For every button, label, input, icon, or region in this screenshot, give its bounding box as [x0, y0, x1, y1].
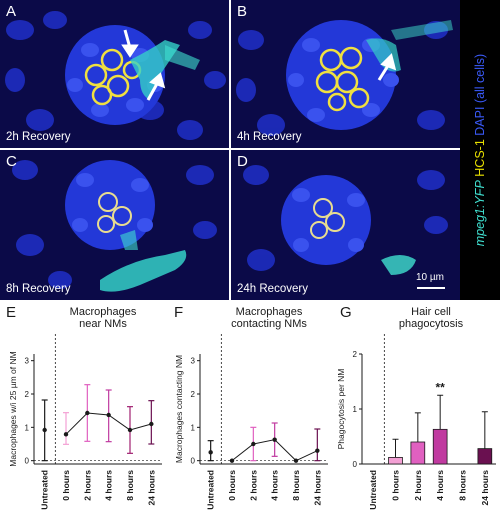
- x-tick-label: 0 hours: [61, 470, 71, 501]
- panel-caption: 4h Recovery: [237, 131, 302, 143]
- microscopy-image-b: [231, 0, 460, 148]
- y-tick-label: 2: [25, 390, 30, 399]
- microscopy-image-d: [231, 150, 460, 300]
- x-tick-label: 24 hours: [146, 470, 156, 506]
- y-tick-label: 0: [353, 460, 358, 469]
- data-point: [106, 412, 111, 418]
- data-point: [272, 437, 277, 442]
- y-tick-label: 1: [25, 423, 30, 432]
- image-panel-a: A 2h Recovery: [0, 0, 229, 148]
- x-tick-label: 4 hours: [104, 470, 114, 501]
- scale-bar: [417, 287, 445, 289]
- x-tick-label: 0 hours: [227, 470, 237, 501]
- panel-caption: 24h Recovery: [237, 283, 308, 295]
- data-point: [229, 458, 235, 463]
- x-tick-label: 8 hours: [458, 470, 468, 501]
- data-point: [42, 427, 47, 433]
- data-point: [293, 458, 299, 463]
- data-point: [251, 441, 256, 447]
- data-point: [85, 410, 90, 416]
- y-tick-label: 1: [353, 405, 358, 414]
- chart-title: Macrophages near NMs: [69, 306, 137, 330]
- significance-annotation: **: [435, 380, 445, 394]
- scale-bar-label: 10 µm: [416, 272, 444, 283]
- legend-hcs: HCS-1: [473, 139, 487, 181]
- x-tick-label: Untreated: [206, 470, 216, 510]
- chart-f: F Macrophages contacting NMs 0 1 2 3 Macroph…: [168, 302, 332, 511]
- bar: [477, 448, 493, 465]
- panel-letter: C: [6, 153, 17, 170]
- x-tick-label: 0 hours: [391, 470, 401, 501]
- chart-svg-e: 0 1 2 3 Macrophages w/i 25 µm of NM Untreated…: [8, 334, 162, 510]
- y-axis-label: Macrophages contacting NM: [174, 355, 184, 463]
- chart-e: E Macrophages near NMs 0 1 2 3 Macrophages w…: [0, 302, 166, 511]
- panel-caption: 2h Recovery: [6, 131, 71, 143]
- chart-title: Hair cell phagocytosis: [398, 306, 464, 330]
- y-axis-label: Macrophages w/i 25 µm of NM: [8, 351, 18, 466]
- x-tick-label: 4 hours: [270, 470, 280, 501]
- image-panel-c: C 8h Recovery: [0, 150, 229, 300]
- legend-mpeg: mpeg1:YFP: [473, 180, 487, 247]
- bar: [388, 456, 403, 465]
- data-point: [127, 427, 133, 433]
- x-tick-label: 2 hours: [82, 470, 92, 501]
- x-tick-label: 2 hours: [248, 470, 258, 501]
- x-tick-label: 8 hours: [125, 470, 135, 501]
- chart-letter: E: [6, 304, 17, 321]
- y-axis-label: Phagocytosis per NM: [336, 369, 346, 450]
- panel-letter: A: [6, 3, 17, 20]
- x-tick-label: 2 hours: [413, 470, 423, 501]
- chart-letter: G: [340, 304, 352, 321]
- y-tick-label: 0: [25, 457, 30, 466]
- legend-dapi: DAPI (all cells): [473, 53, 487, 140]
- image-panel-b: B 4h Recovery: [231, 0, 460, 148]
- x-tick-label: 24 hours: [480, 470, 490, 506]
- microscopy-image-c: [0, 150, 229, 300]
- chart-letter: F: [174, 304, 184, 321]
- chart-title: Macrophages contacting NMs: [231, 306, 307, 330]
- y-tick-label: 1: [191, 423, 196, 432]
- x-tick-label: Untreated: [40, 470, 50, 510]
- bar: [432, 428, 448, 465]
- x-tick-label: Untreated: [368, 470, 378, 510]
- microscopy-image-a: [0, 0, 229, 148]
- x-tick-label: 4 hours: [435, 470, 445, 501]
- y-tick-label: 0: [191, 457, 196, 466]
- y-tick-label: 2: [191, 390, 196, 399]
- chart-svg-g: 0 1 2 Phagocytosis per NM Untreated 0 hours 2 …: [336, 334, 496, 510]
- y-tick-label: 3: [191, 357, 196, 366]
- channel-legend: mpeg1:YFP HCS-1 DAPI (all cells): [460, 0, 500, 300]
- bar: [410, 441, 426, 465]
- panel-letter: D: [237, 153, 248, 170]
- x-tick-label: 8 hours: [291, 470, 301, 501]
- image-panel-d: D 24h Recovery 10 µm: [231, 150, 460, 300]
- data-point: [149, 421, 154, 427]
- x-tick-label: 24 hours: [312, 470, 322, 506]
- data-point: [315, 448, 320, 453]
- chart-svg-f: 0 1 2 3 Macrophages contacting NM Untreated 0 …: [174, 334, 328, 510]
- data-point: [63, 432, 69, 437]
- y-tick-label: 3: [25, 357, 30, 366]
- data-point: [208, 450, 213, 455]
- y-tick-label: 2: [353, 350, 358, 359]
- panel-letter: B: [237, 3, 248, 20]
- chart-g: G Hair cell phagocytosis 0 1 2 Phagocytosis…: [334, 302, 500, 511]
- panel-caption: 8h Recovery: [6, 283, 71, 295]
